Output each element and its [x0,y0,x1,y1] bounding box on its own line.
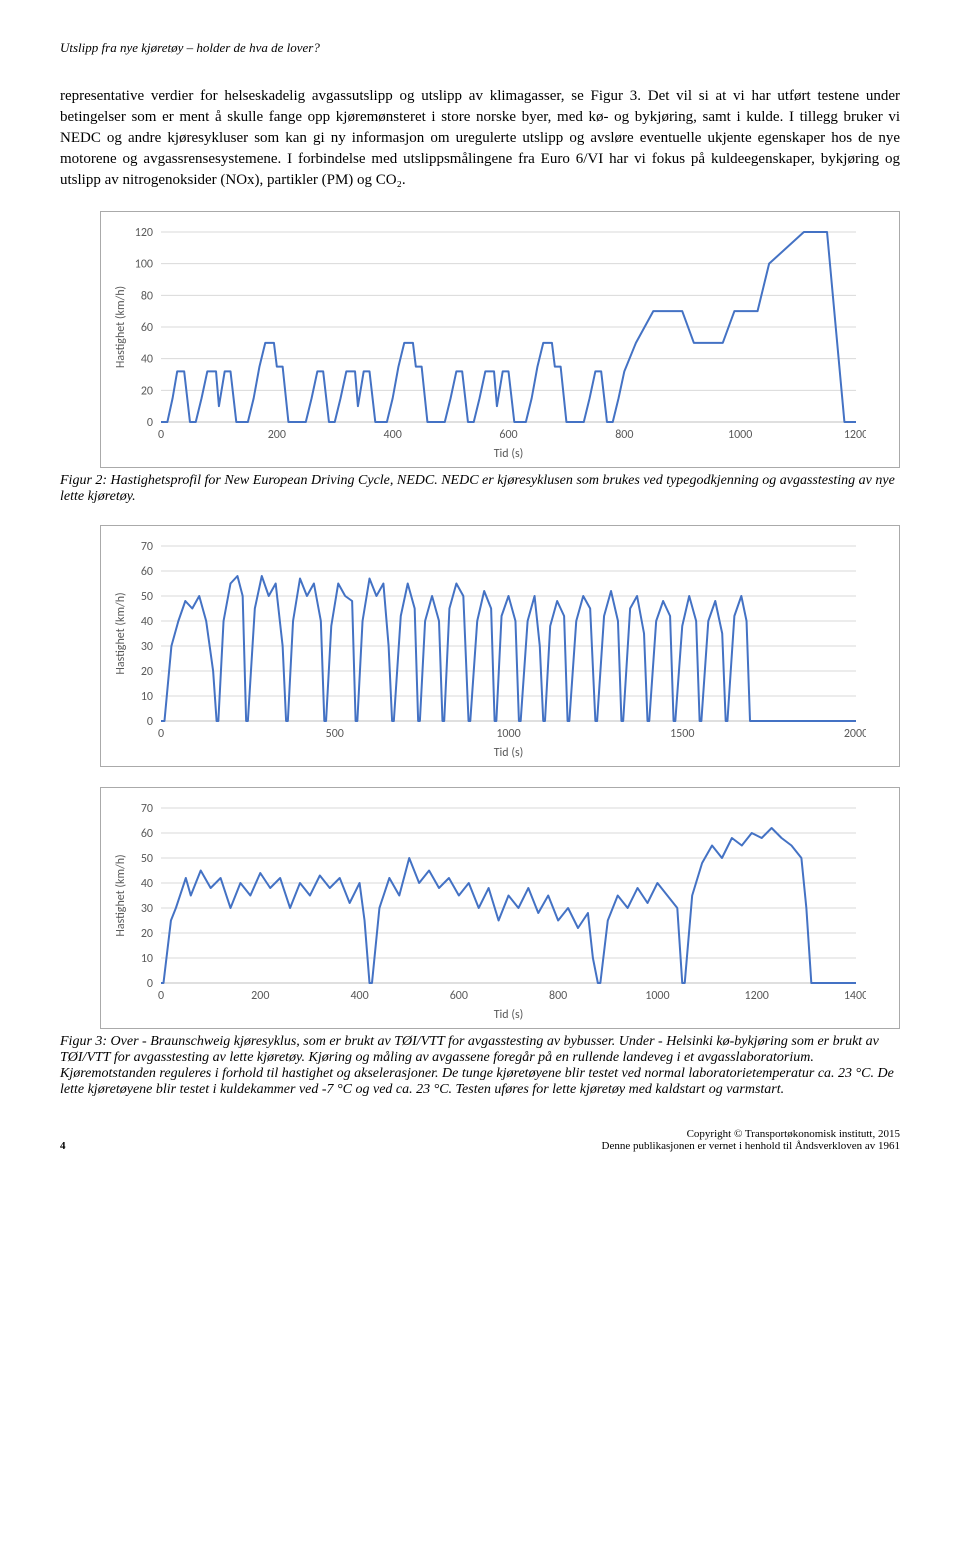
svg-text:1200: 1200 [844,428,866,442]
svg-text:30: 30 [141,640,153,654]
footer-copyright: Copyright © Transportøkonomisk institutt… [602,1128,900,1140]
svg-text:0: 0 [158,727,164,741]
svg-text:500: 500 [326,727,344,741]
svg-text:600: 600 [499,428,517,442]
svg-text:70: 70 [141,540,153,554]
svg-text:20: 20 [141,927,153,941]
svg-text:120: 120 [135,226,153,240]
svg-text:0: 0 [158,989,164,1003]
svg-text:800: 800 [615,428,633,442]
chart-helsinki: 0 10 20 30 40 50 60 70 0 200 400 600 800 1000 1200 1400… [100,787,900,1029]
svg-text:1500: 1500 [670,727,694,741]
svg-text:30: 30 [141,902,153,916]
svg-text:100: 100 [135,258,153,272]
svg-text:Tid (s): Tid (s) [494,1008,524,1022]
page-number: 4 [60,1140,66,1152]
svg-text:400: 400 [350,989,368,1003]
svg-text:1200: 1200 [745,989,769,1003]
chart-nedc: 020406080100120020040060080010001200Hast… [100,211,900,468]
svg-text:20: 20 [141,384,153,398]
svg-text:2000: 2000 [844,727,866,741]
svg-text:600: 600 [450,989,468,1003]
svg-text:1000: 1000 [728,428,752,442]
svg-text:Hastighet (km/h): Hastighet (km/h) [114,592,128,674]
svg-text:Hastighet (km/h): Hastighet (km/h) [114,854,128,936]
svg-text:0: 0 [158,428,164,442]
svg-text:1400: 1400 [844,989,866,1003]
svg-text:Tid (s): Tid (s) [494,447,524,461]
svg-text:50: 50 [141,852,153,866]
svg-text:20: 20 [141,665,153,679]
svg-text:60: 60 [141,321,153,335]
svg-text:0: 0 [147,977,153,991]
svg-text:40: 40 [141,353,153,367]
svg-text:40: 40 [141,615,153,629]
svg-text:80: 80 [141,289,153,303]
svg-text:10: 10 [141,952,153,966]
running-header: Utslipp fra nye kjøretøy – holder de hva… [60,40,900,56]
svg-text:1000: 1000 [496,727,520,741]
svg-text:1000: 1000 [645,989,669,1003]
footer-notice: Denne publikasjonen er vernet i henhold … [602,1140,900,1152]
svg-text:40: 40 [141,877,153,891]
body-paragraph: representative verdier for helseskadelig… [60,86,900,191]
svg-text:Hastighet (km/h): Hastighet (km/h) [114,286,128,368]
page-footer: 4 Copyright © Transportøkonomisk institu… [60,1128,900,1152]
chart-braunschweig: 0 10 20 30 40 50 60 70 0 500 1000 1500 2000 Hastighet… [100,525,900,767]
svg-text:70: 70 [141,802,153,816]
svg-text:60: 60 [141,827,153,841]
svg-text:0: 0 [147,416,153,430]
svg-text:0: 0 [147,715,153,729]
svg-text:60: 60 [141,565,153,579]
svg-text:800: 800 [549,989,567,1003]
svg-text:50: 50 [141,590,153,604]
figure-3-caption: Figur 3: Over - Braunschweig kjøresyklus… [60,1034,900,1098]
figure-2-caption: Figur 2: Hastighetsprofil for New Europe… [60,473,900,505]
svg-text:200: 200 [251,989,269,1003]
svg-text:400: 400 [384,428,402,442]
svg-text:200: 200 [268,428,286,442]
svg-text:Tid (s): Tid (s) [494,746,524,760]
svg-text:10: 10 [141,690,153,704]
